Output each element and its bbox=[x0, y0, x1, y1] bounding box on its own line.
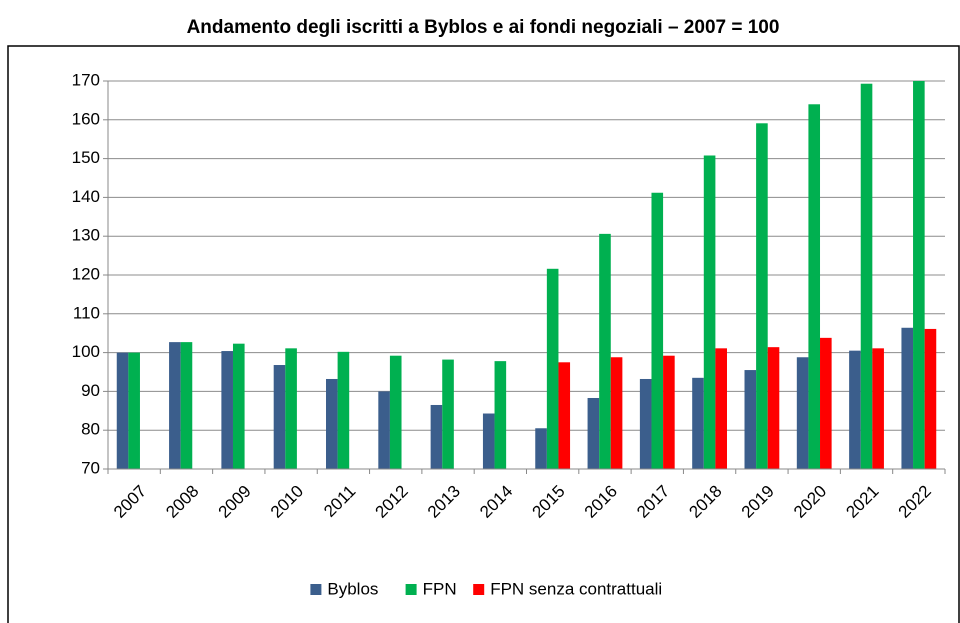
bar bbox=[715, 348, 727, 469]
x-tick-label: 2014 bbox=[476, 482, 516, 522]
bar bbox=[901, 327, 914, 469]
legend-swatch bbox=[473, 584, 485, 595]
x-tick-label: 2008 bbox=[162, 482, 202, 522]
legend-label: FPN bbox=[423, 579, 457, 598]
x-tick-label: 2010 bbox=[267, 482, 307, 522]
x-tick-label: 2012 bbox=[372, 482, 412, 522]
x-tick-label: 2022 bbox=[895, 482, 935, 522]
bar bbox=[796, 357, 809, 469]
y-tick-label: 160 bbox=[72, 109, 100, 128]
bar bbox=[337, 351, 350, 469]
x-tick-label: 2015 bbox=[528, 482, 568, 522]
x-tick-label: 2013 bbox=[424, 482, 464, 522]
x-tick-label: 2020 bbox=[790, 482, 830, 522]
legend-label: FPN senza contrattuali bbox=[490, 579, 662, 598]
x-tick-label: 2016 bbox=[581, 482, 621, 522]
y-tick-label: 80 bbox=[81, 420, 100, 439]
bar bbox=[924, 328, 937, 469]
bar bbox=[442, 359, 454, 469]
bar bbox=[169, 342, 181, 469]
bar bbox=[639, 378, 652, 469]
bar bbox=[221, 351, 233, 469]
bar bbox=[587, 397, 600, 469]
bar bbox=[767, 347, 780, 469]
bar bbox=[180, 342, 193, 469]
bar bbox=[860, 83, 873, 469]
legend-swatch bbox=[405, 584, 417, 595]
bar bbox=[494, 361, 507, 469]
y-tick-label: 110 bbox=[73, 303, 100, 322]
bar bbox=[692, 377, 704, 469]
x-tick-label: 2017 bbox=[633, 482, 673, 522]
chart-title: Andamento degli iscritti a Byblos e ai f… bbox=[187, 17, 780, 38]
y-tick-label: 170 bbox=[72, 70, 100, 89]
bar bbox=[808, 104, 821, 469]
bar bbox=[913, 81, 925, 469]
y-tick-label: 120 bbox=[72, 264, 100, 283]
bar bbox=[820, 337, 832, 469]
bar bbox=[849, 350, 861, 469]
bar bbox=[744, 370, 757, 469]
bar bbox=[703, 155, 716, 469]
y-tick-label: 90 bbox=[81, 381, 100, 400]
bar bbox=[756, 123, 768, 470]
bar bbox=[430, 404, 443, 469]
bar bbox=[285, 348, 297, 469]
y-tick-label: 150 bbox=[72, 148, 100, 167]
bar bbox=[232, 343, 245, 469]
bar bbox=[599, 233, 611, 469]
y-tick-label: 130 bbox=[72, 226, 100, 245]
bar bbox=[326, 378, 338, 469]
bar bbox=[389, 355, 402, 469]
bar bbox=[546, 268, 559, 469]
legend-label: Byblos bbox=[327, 579, 378, 598]
bar bbox=[663, 355, 675, 469]
bar bbox=[872, 348, 884, 469]
bar bbox=[128, 352, 140, 469]
bar bbox=[482, 413, 495, 469]
bar bbox=[610, 357, 623, 469]
bar bbox=[651, 192, 664, 469]
y-tick-label: 140 bbox=[72, 187, 100, 206]
bar bbox=[273, 365, 286, 469]
x-tick-label: 2021 bbox=[842, 482, 882, 522]
bar bbox=[378, 391, 390, 469]
x-tick-label: 2011 bbox=[320, 482, 359, 521]
x-tick-label: 2019 bbox=[738, 482, 778, 522]
bar bbox=[535, 428, 547, 469]
x-tick-label: 2009 bbox=[215, 482, 255, 522]
y-tick-label: 100 bbox=[72, 342, 100, 361]
chart-frame bbox=[7, 45, 960, 623]
bar bbox=[116, 352, 129, 469]
x-tick-label: 2018 bbox=[685, 482, 725, 522]
bar bbox=[558, 362, 571, 469]
legend-swatch bbox=[310, 584, 322, 595]
x-tick-label: 2007 bbox=[110, 482, 150, 522]
y-tick-label: 70 bbox=[81, 458, 100, 477]
